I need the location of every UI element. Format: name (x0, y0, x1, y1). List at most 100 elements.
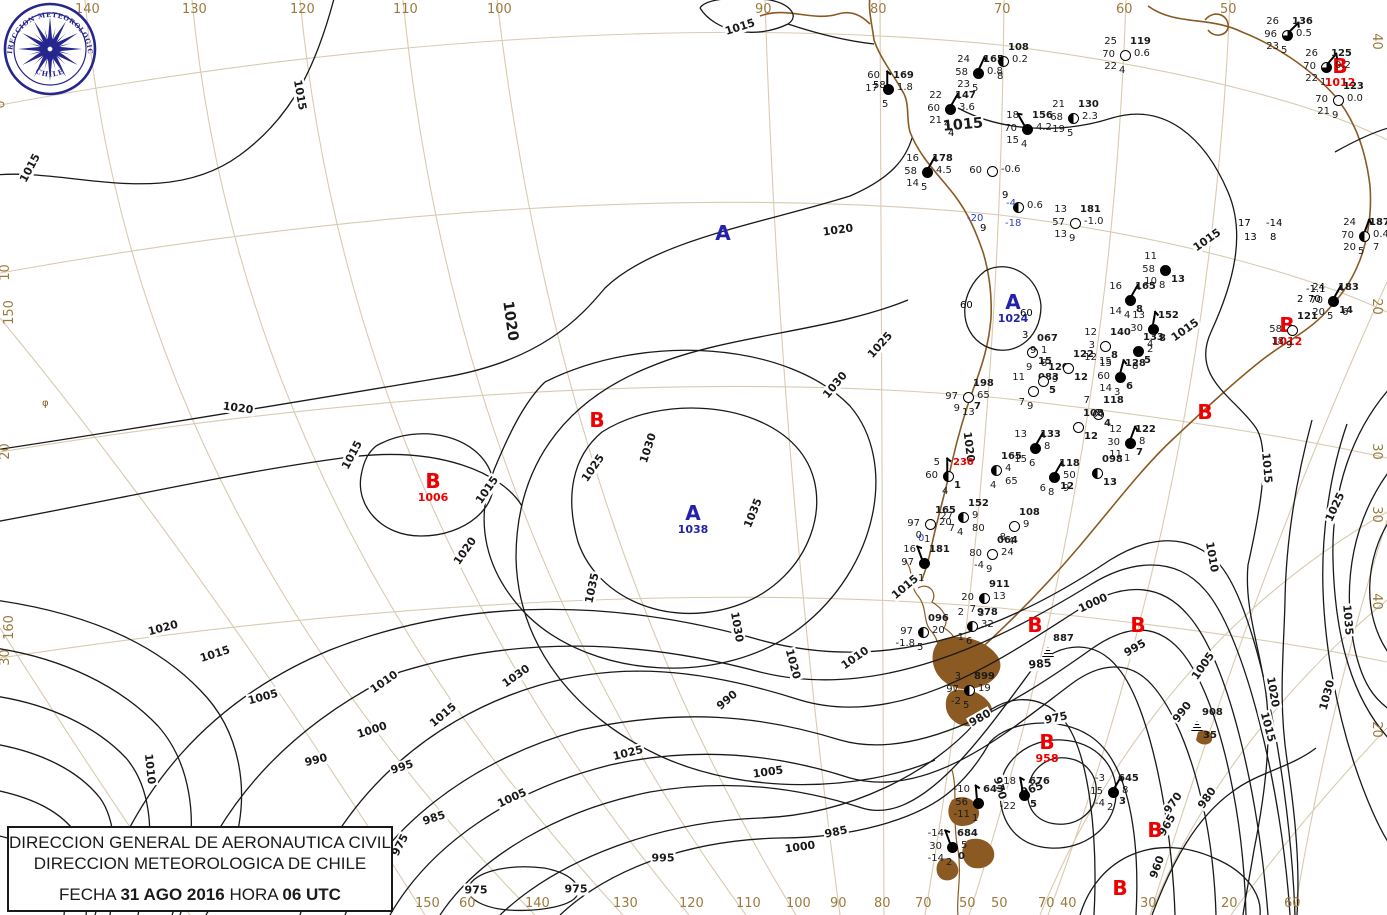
station-aux: 70 (1303, 61, 1316, 72)
station-circle-icon (1042, 647, 1054, 657)
station-aux: 60 (1097, 371, 1110, 382)
grid-label: 70 (994, 2, 1011, 17)
grid-label: 50 (991, 896, 1008, 911)
station-aux: 0.6 (1027, 200, 1043, 211)
annotation-text: φ (42, 398, 49, 409)
station-circle-icon (964, 685, 975, 696)
station-aux: 12 (1109, 424, 1122, 435)
annotation-text: 3 (1022, 330, 1029, 341)
grid-label: 110 (393, 2, 418, 17)
station-aux: 65 (977, 390, 990, 401)
station-aux: 0.2 (1012, 54, 1028, 65)
station-circle-icon (1013, 202, 1024, 213)
station-aux: -14 (927, 828, 944, 839)
station-circle-icon (1359, 231, 1370, 242)
station-value: 152 (1158, 310, 1179, 321)
station-aux: 25 (1104, 36, 1117, 47)
annotation-text: 60 (960, 300, 973, 311)
station-value: 908 (1202, 707, 1223, 718)
center-letter: A (685, 501, 701, 525)
station-circle-icon (1160, 265, 1171, 276)
station-circle-icon (1125, 438, 1136, 449)
station-value: 230 (953, 457, 974, 468)
station-aux: 7 (1083, 395, 1090, 406)
station-value: 067 (1037, 333, 1058, 344)
station-aux: 97 (907, 518, 920, 529)
station-aux: 27 (940, 511, 953, 522)
station-aux: -10 (953, 784, 970, 795)
station-circle-icon (991, 465, 1002, 476)
station-aux: 21 (929, 115, 942, 126)
grid-label: 40 (1368, 33, 1384, 50)
station-circle-icon (1022, 124, 1033, 135)
agency-subtitle: DIRECCION METEOROLOGICA DE CHILE (33, 853, 367, 873)
center-letter: B (425, 469, 441, 493)
grid-label: 80 (874, 896, 891, 911)
grid-label: 30 (0, 649, 13, 666)
station-aux: 24 (1001, 547, 1014, 558)
station-circle-icon (1019, 790, 1030, 801)
grid-label: 40 (1368, 593, 1384, 610)
station-aux: 15 (1090, 786, 1103, 797)
station-red-value: 7 (974, 401, 981, 412)
station-aux: 8 (1048, 487, 1055, 498)
station-aux: 4 (990, 480, 997, 491)
station-aux: 65 (1005, 476, 1018, 487)
station-aux: 58 (904, 166, 917, 177)
station-value: 130 (1078, 99, 1099, 110)
grid-label: 90 (830, 896, 847, 911)
grid-label: 150 (1, 300, 17, 325)
station-circle-icon (918, 627, 929, 638)
grid-label: 20 (1221, 896, 1238, 911)
station-aux: 97 (945, 391, 958, 402)
station-circle-icon (1328, 296, 1339, 307)
station-aux: 9 (1052, 374, 1059, 385)
station-circle-icon (1009, 521, 1020, 532)
low-center: B (1197, 402, 1212, 422)
station-aux: 16 (903, 544, 916, 555)
grid-label: 30 (1368, 506, 1384, 523)
annotation-text: -18 (1005, 218, 1022, 229)
annotation-text: 17 (1238, 218, 1251, 229)
grid-label: 60 (1284, 896, 1301, 911)
station-circle-icon (883, 84, 894, 95)
station-aux: 9 (986, 564, 993, 575)
center-letter: A (1005, 290, 1021, 314)
station-aux: 0.0 (1347, 93, 1363, 104)
station-aux: 13 (993, 591, 1006, 602)
station-circle-icon (1115, 372, 1126, 383)
station-aux: 5 (963, 700, 970, 711)
center-value: 1038 (677, 523, 709, 536)
station-aux: 1 (1041, 345, 1048, 356)
station-value: 676 (1029, 776, 1050, 787)
station-aux: 26 (1305, 48, 1318, 59)
station-aux: 8 (997, 71, 1004, 82)
center-value: 1024 (997, 312, 1029, 325)
fecha-value: 31 AGO 2016 (120, 885, 225, 905)
station-aux: 15 (1099, 358, 1112, 369)
station-aux: 13 (1054, 229, 1067, 240)
station-aux: 9 (1026, 362, 1033, 373)
annotation-text: -14 (1266, 218, 1283, 229)
station-circle-icon (1287, 325, 1298, 336)
station-aux: 5 (933, 457, 940, 468)
station-aux: 23 (957, 79, 970, 90)
station-value: 133 (1040, 429, 1061, 440)
station-aux: 21 (1317, 106, 1330, 117)
station-aux: 2.3 (1082, 111, 1098, 122)
station-aux: 19 (978, 683, 991, 694)
annotation-text: 8 (1270, 232, 1277, 243)
station-circle-icon (943, 471, 954, 482)
grid-label: 20 (1368, 721, 1384, 738)
annotation-text: 60 (1020, 308, 1033, 319)
station-value: 122 (1135, 424, 1156, 435)
station-aux: 32 (981, 619, 994, 630)
grid-label: 130 (613, 896, 638, 911)
station-aux: 8 (1132, 361, 1139, 372)
hora-label: HORA (229, 885, 278, 905)
station-aux: 3.6 (959, 102, 975, 113)
center-letter: A (715, 221, 731, 245)
station-circle-icon (922, 167, 933, 178)
station-aux: 96 (1264, 29, 1277, 40)
